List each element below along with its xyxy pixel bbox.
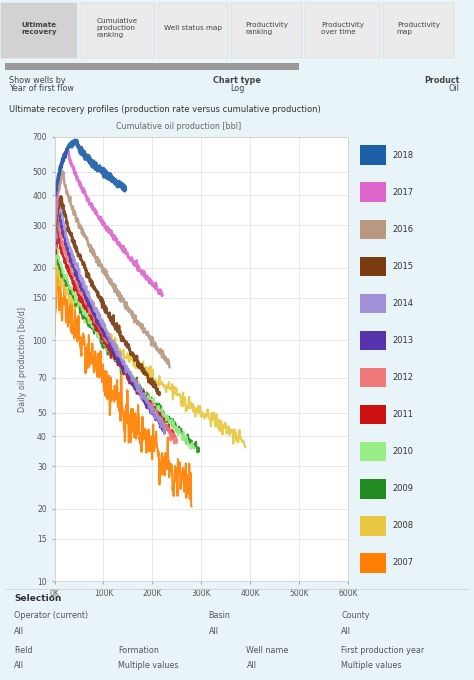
Y-axis label: Daily oil production [bo/d]: Daily oil production [bo/d]: [18, 307, 27, 411]
Text: Oil: Oil: [449, 84, 460, 93]
Text: Well name: Well name: [246, 646, 289, 655]
Bar: [360, 256, 386, 276]
Text: Formation: Formation: [118, 646, 159, 655]
Text: 2012: 2012: [392, 373, 414, 382]
Text: 2007: 2007: [392, 558, 414, 567]
Text: 2018: 2018: [392, 151, 414, 160]
Text: Field: Field: [14, 646, 33, 655]
Bar: [1, 3, 77, 58]
Text: 2013: 2013: [392, 336, 414, 345]
Text: Well status map: Well status map: [164, 25, 222, 31]
Text: All: All: [341, 627, 351, 636]
Text: Productivity
map: Productivity map: [397, 22, 440, 35]
Text: Productivity
over time: Productivity over time: [321, 22, 364, 35]
Bar: [360, 442, 386, 462]
Bar: [158, 3, 228, 58]
Text: Cumulative oil production [bbl]: Cumulative oil production [bbl]: [116, 122, 241, 131]
Text: 2010: 2010: [392, 447, 414, 456]
Bar: [360, 146, 386, 165]
Text: Selection: Selection: [14, 594, 62, 603]
Text: All: All: [14, 627, 24, 636]
Bar: [231, 3, 302, 58]
Text: All: All: [14, 661, 24, 670]
Text: Operator (current): Operator (current): [14, 611, 88, 620]
Text: 2014: 2014: [392, 299, 414, 308]
Text: 2008: 2008: [392, 522, 414, 530]
Text: 2011: 2011: [392, 410, 414, 419]
Text: 2016: 2016: [392, 225, 414, 234]
Text: County: County: [341, 611, 370, 620]
Bar: [80, 3, 155, 58]
Text: 2015: 2015: [392, 262, 414, 271]
Text: Chart type: Chart type: [213, 76, 261, 85]
Text: Cumulative
production
ranking: Cumulative production ranking: [97, 18, 138, 38]
Bar: [360, 182, 386, 202]
Text: Ultimate recovery profiles (production rate versus cumulative production): Ultimate recovery profiles (production r…: [9, 105, 321, 114]
Bar: [5, 63, 299, 70]
Bar: [360, 479, 386, 498]
Text: Product: Product: [424, 76, 460, 85]
Text: Multiple values: Multiple values: [118, 661, 179, 670]
Bar: [360, 368, 386, 388]
Text: Show wells by: Show wells by: [9, 76, 66, 85]
Bar: [360, 553, 386, 573]
Bar: [360, 220, 386, 239]
Bar: [305, 3, 380, 58]
Text: 2017: 2017: [392, 188, 414, 197]
Text: Year of first flow: Year of first flow: [9, 84, 74, 93]
Bar: [360, 405, 386, 424]
Bar: [360, 330, 386, 350]
Text: Productivity
ranking: Productivity ranking: [245, 22, 288, 35]
Bar: [383, 3, 454, 58]
Text: 2009: 2009: [392, 484, 414, 493]
Text: Log: Log: [230, 84, 244, 93]
Text: All: All: [246, 661, 256, 670]
Text: Ultimate
recovery: Ultimate recovery: [21, 22, 57, 35]
Text: First production year: First production year: [341, 646, 425, 655]
Bar: [360, 294, 386, 313]
Text: Multiple values: Multiple values: [341, 661, 402, 670]
Bar: [360, 516, 386, 536]
Text: All: All: [209, 627, 219, 636]
Text: Basin: Basin: [209, 611, 230, 620]
